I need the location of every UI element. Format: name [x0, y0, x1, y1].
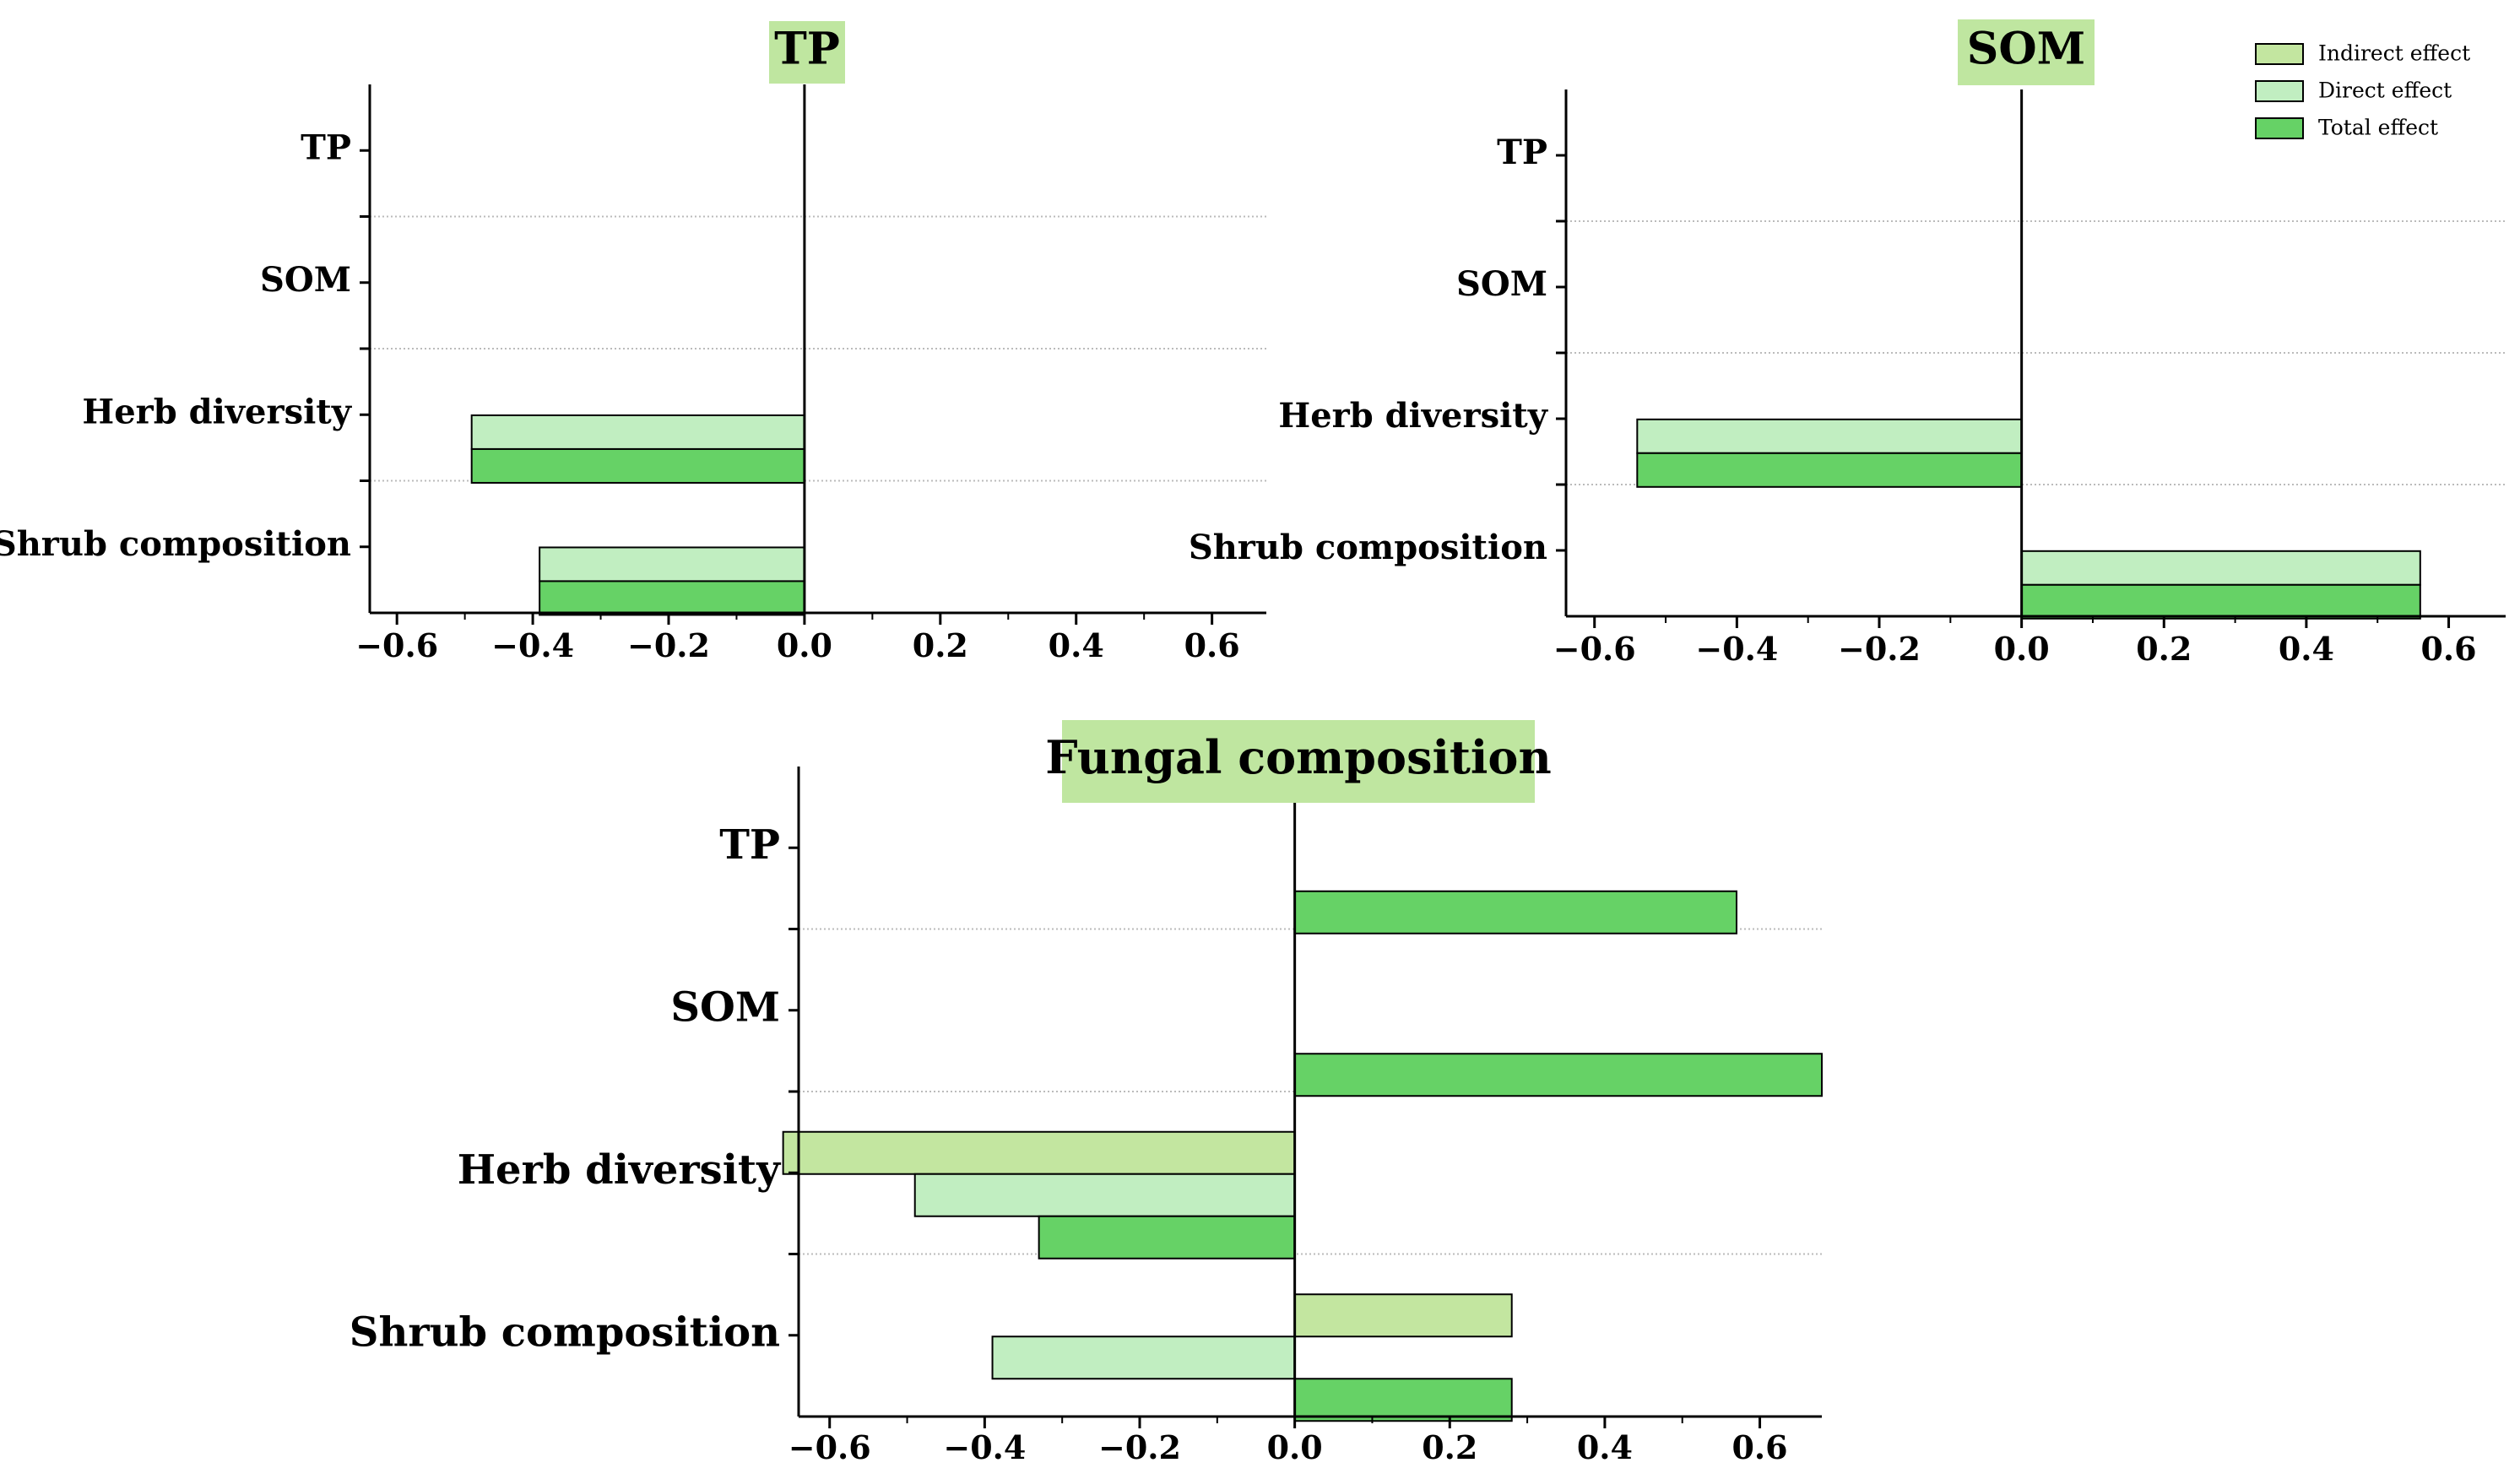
chart-panel-1: TP SOM Herb diversity Shrub composition −0.6…: [0, 21, 1266, 664]
category-label-tp: TP: [301, 127, 351, 167]
x-tick-label: −0.2: [1838, 630, 1921, 668]
x-tick-label: −0.4: [943, 1428, 1026, 1466]
category-label-tp: TP: [719, 821, 780, 869]
bar-direct-effect-herb-diversity: [470, 414, 805, 450]
chart-title: SOM: [1967, 24, 2085, 75]
x-tick-label: −0.4: [491, 626, 574, 664]
x-tick-label: 0.6: [1184, 626, 1240, 664]
x-tick-label: 0.4: [1577, 1428, 1633, 1466]
chart-title-background: [1062, 720, 1535, 803]
category-label-shrub-composition: Shrub composition: [350, 1308, 780, 1356]
x-tick-label: 0.2: [1422, 1428, 1477, 1466]
x-tick-label: −0.2: [1098, 1428, 1181, 1466]
bar-direct-effect-shrub-composition: [539, 546, 805, 582]
legend-swatch-indirect-effect: [2255, 43, 2304, 65]
x-tick-label: −0.6: [789, 1428, 871, 1466]
bar-direct-effect-shrub-composition: [991, 1335, 1296, 1380]
x-tick-label: 0.0: [1994, 630, 2050, 668]
x-tick-label: 0.6: [2420, 630, 2476, 668]
legend: Indirect effect Direct effect Total effect: [2255, 41, 2470, 140]
x-tick-label: −0.6: [355, 626, 438, 664]
bar-total-effect-shrub-composition: [2020, 583, 2421, 620]
chart-title: TP: [774, 24, 840, 75]
x-tick-label: 0.0: [1267, 1428, 1323, 1466]
bar-total-effect-shrub-composition: [1293, 1378, 1513, 1422]
category-label-herb-diversity: Herb diversity: [1278, 396, 1548, 436]
bar-indirect-effect-herb-diversity: [782, 1130, 1296, 1175]
legend-label-direct-effect: Direct effect: [2318, 79, 2452, 103]
bar-direct-effect-herb-diversity: [1636, 418, 2023, 454]
x-tick-label: −0.6: [1553, 630, 1636, 668]
x-tick-label: 0.4: [2279, 630, 2334, 668]
bar-total-effect-herb-diversity: [1636, 452, 2023, 488]
chart-title-background: [1958, 19, 2095, 85]
category-label-herb-diversity: Herb diversity: [82, 392, 352, 431]
legend-label-total-effect: Total effect: [2318, 116, 2438, 140]
x-tick-label: 0.2: [913, 626, 968, 664]
x-tick-label: −0.2: [627, 626, 710, 664]
bar-total-effect-herb-diversity: [470, 447, 805, 484]
bar-total-effect-herb-diversity: [1038, 1215, 1296, 1260]
category-label-shrub-composition: Shrub composition: [0, 524, 351, 564]
category-label-tp: TP: [1497, 133, 1547, 172]
bar-direct-effect-shrub-composition: [2020, 550, 2421, 586]
bar-total-effect-som: [1293, 1053, 1823, 1097]
chart-title-background: [769, 21, 845, 84]
x-tick-label: 0.6: [1731, 1428, 1787, 1466]
x-tick-label: 0.2: [2136, 630, 2192, 668]
bar-indirect-effect-shrub-composition: [1293, 1293, 1513, 1338]
bar-total-effect-tp: [1293, 890, 1737, 935]
x-tick-label: −0.4: [1695, 630, 1778, 668]
category-label-som: SOM: [260, 260, 351, 300]
legend-swatch-direct-effect: [2255, 80, 2304, 102]
bar-total-effect-shrub-composition: [539, 580, 805, 616]
category-label-som: SOM: [1456, 264, 1547, 304]
legend-label-indirect-effect: Indirect effect: [2318, 41, 2470, 66]
category-label-som: SOM: [670, 983, 780, 1031]
x-tick-label: 0.0: [777, 626, 832, 664]
chart-title: Fungal composition: [1045, 730, 1551, 784]
x-tick-label: 0.4: [1049, 626, 1104, 664]
category-label-shrub-composition: Shrub composition: [1189, 528, 1547, 567]
bar-direct-effect-herb-diversity: [913, 1173, 1296, 1217]
chart-panel-3: TP SOM Herb diversity Shrub composition −0.6…: [350, 720, 1823, 1466]
legend-swatch-total-effect: [2255, 117, 2304, 139]
chart-panel-2: TP SOM Herb diversity Shrub composition −0.6…: [1189, 19, 2506, 668]
category-label-herb-diversity: Herb diversity: [458, 1146, 782, 1194]
